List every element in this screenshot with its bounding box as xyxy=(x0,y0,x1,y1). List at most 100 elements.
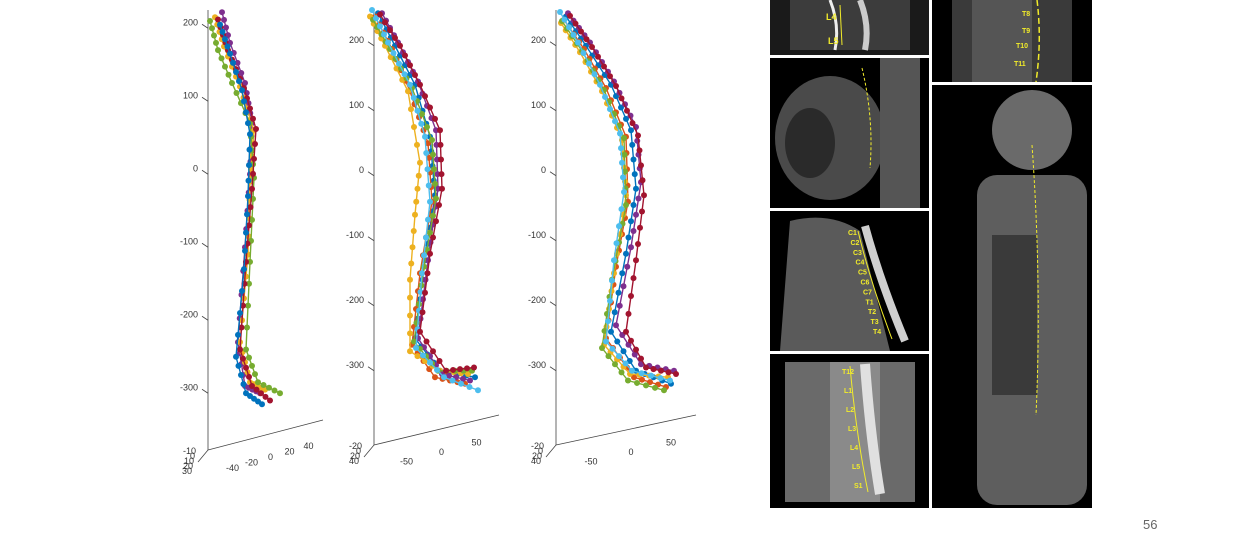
data-point xyxy=(407,81,413,88)
data-point xyxy=(409,244,416,251)
data-point xyxy=(427,198,433,205)
data-point xyxy=(381,31,387,38)
data-point xyxy=(471,364,477,371)
z-tick-label: -100 xyxy=(180,236,198,246)
data-point xyxy=(407,62,413,69)
data-point xyxy=(243,109,249,116)
data-point xyxy=(575,39,581,46)
data-point xyxy=(430,348,436,355)
y-axis-line xyxy=(545,444,557,458)
data-point xyxy=(650,366,657,373)
data-point xyxy=(415,172,422,179)
ct-label: L4 xyxy=(850,445,858,452)
data-point xyxy=(413,198,420,205)
data-point xyxy=(570,31,577,38)
data-point xyxy=(638,162,644,169)
data-point xyxy=(251,155,257,162)
data-point xyxy=(239,288,245,295)
data-point xyxy=(246,222,252,229)
data-point xyxy=(629,367,635,374)
data-point xyxy=(607,297,613,304)
data-point xyxy=(449,377,456,384)
data-point xyxy=(637,224,643,231)
data-point xyxy=(450,366,456,373)
data-point xyxy=(235,362,242,369)
data-point xyxy=(426,154,432,161)
data-point xyxy=(638,370,645,377)
data-point xyxy=(217,21,223,28)
y-tick-label: 20 xyxy=(183,461,193,471)
data-point xyxy=(425,216,431,223)
z-tick xyxy=(549,301,557,307)
x-axis-line xyxy=(373,414,500,446)
data-point xyxy=(438,156,444,163)
data-point xyxy=(207,17,213,24)
data-point xyxy=(424,166,431,173)
x-tick-label: 40 xyxy=(303,441,313,451)
ct-label: C6 xyxy=(861,280,870,287)
data-point xyxy=(572,20,579,27)
data-point xyxy=(236,78,242,85)
data-point xyxy=(628,337,634,344)
y-tick-label: -10 xyxy=(183,446,196,456)
ct-label: T10 xyxy=(1016,43,1028,50)
data-point xyxy=(246,373,252,380)
y-tick-label: 0 xyxy=(356,446,361,456)
ct-label: C2 xyxy=(851,240,860,247)
data-point xyxy=(607,106,613,113)
data-point xyxy=(385,39,391,46)
data-point xyxy=(618,369,625,376)
z-tick-label: 100 xyxy=(183,90,198,100)
x-tick-label: -50 xyxy=(584,456,597,466)
data-point xyxy=(628,218,634,225)
data-point xyxy=(369,7,375,13)
ct-label: L5 xyxy=(852,464,860,471)
data-point xyxy=(414,107,421,114)
z-tick xyxy=(201,388,209,394)
data-point xyxy=(243,364,249,371)
data-point xyxy=(241,98,247,105)
data-point xyxy=(603,338,609,345)
data-point xyxy=(613,83,619,90)
data-point xyxy=(621,135,627,142)
x-tick-label: -40 xyxy=(226,463,239,473)
x-tick-label: -20 xyxy=(245,458,258,468)
data-point xyxy=(408,106,414,113)
x-tick-label: -50 xyxy=(400,456,413,466)
data-point xyxy=(429,137,435,143)
y-tick-label: -20 xyxy=(349,441,362,451)
data-point xyxy=(458,380,464,387)
data-point xyxy=(431,166,437,173)
data-point xyxy=(466,384,473,390)
data-point xyxy=(634,379,640,386)
z-tick xyxy=(367,366,375,372)
ct-label: T2 xyxy=(868,309,876,316)
data-point xyxy=(246,354,252,361)
ct-label: T1 xyxy=(866,299,874,306)
data-point xyxy=(624,107,630,114)
data-point xyxy=(665,369,672,376)
data-point xyxy=(246,280,252,287)
data-point xyxy=(638,355,644,362)
ct-full-body-sagittal xyxy=(932,85,1092,508)
y-tick-label: -20 xyxy=(531,441,544,451)
ct-label: L1 xyxy=(844,388,852,395)
data-point xyxy=(566,24,572,31)
data-point xyxy=(623,202,629,208)
data-point xyxy=(225,71,232,78)
data-point xyxy=(209,25,215,32)
data-point xyxy=(623,115,629,122)
data-point xyxy=(243,229,249,236)
data-point xyxy=(218,55,225,62)
data-point xyxy=(616,353,622,360)
y-tick-label: 20 xyxy=(532,451,542,461)
x-tick-label: 0 xyxy=(439,447,444,457)
data-point xyxy=(407,330,413,337)
data-point xyxy=(222,36,228,43)
data-point xyxy=(227,50,233,57)
data-point xyxy=(423,150,430,156)
z-tick-label: -300 xyxy=(180,382,198,392)
z-tick xyxy=(367,41,375,47)
data-point xyxy=(437,127,443,134)
data-point xyxy=(601,63,607,70)
